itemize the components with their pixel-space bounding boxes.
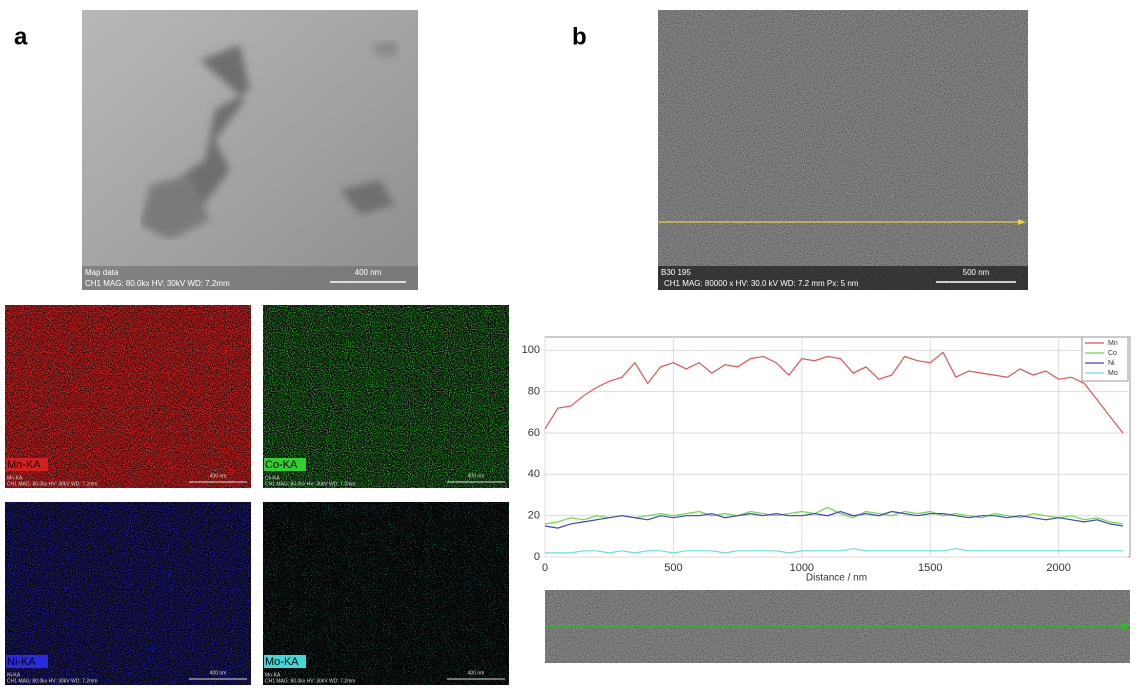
map-caption: Co-KA [265,475,280,481]
info-bar [82,266,418,290]
map-caption: Mo-KA [265,672,281,678]
panel-label: a [14,23,28,50]
map-tag [264,655,306,668]
sem-features [140,40,400,240]
series-line [545,548,1123,554]
y-tick-label: 20 [528,510,540,522]
y-tick-label: 40 [528,468,540,480]
map-element: Mn-KA [7,459,41,471]
map-signal [5,305,251,488]
y-tick-label: 100 [522,344,540,356]
scale-label: 400 nm [355,268,382,277]
map-info: CH1 MAG: 80.0kx HV: 30kV WD: 7.2mm [265,481,355,487]
map-caption: Ni-KA [7,672,21,678]
sem-feature [140,175,210,240]
legend-label: Ni [1108,360,1115,367]
scan-arrow [1018,219,1026,225]
map-tag [6,458,48,471]
map-element: Co-KA [265,459,298,471]
legend-label: Co [1108,350,1117,357]
map-tag [6,655,48,668]
panel-label: b [572,23,587,50]
legend-label: Mo [1108,370,1118,377]
x-tick-label: 500 [664,562,682,574]
map-info: CH1 MAG: 80.0kx HV: 30kV WD: 7.2mm [7,481,97,487]
x-tick-label: 2000 [1046,562,1070,574]
scale-label: 400 nm [210,473,227,479]
x-axis-label: Distance / nm [806,573,867,584]
map-signal [5,502,251,685]
y-tick-label: 60 [528,427,540,439]
y-tick-label: 0 [534,551,540,563]
series-line [544,506,1123,525]
map-element: Mo-KA [265,656,299,668]
scale-label: 500 nm [963,268,990,277]
sem-feature [340,180,395,215]
legend-box [1081,336,1129,382]
map-tag [264,458,306,471]
scale-label: 400 nm [210,670,227,676]
sem-feature [370,40,400,58]
map-info: CH1 MAG: 80.0kx HV: 30kV WD: 7.2mm [265,678,355,684]
image-label: B30 195 [661,268,691,277]
sem-feature [160,45,250,215]
map-element: Ni-KA [7,656,36,668]
sem-image [82,10,418,290]
plot-area [544,336,1131,558]
series-line [544,351,1124,434]
image-info: CH1 MAG: 80.0kx HV: 30kV WD: 7.2mm [85,279,230,288]
sem-image [658,10,1028,290]
y-tick-label: 80 [528,386,540,398]
scan-arrow [1122,622,1130,630]
map-caption: Mn-KA [7,475,23,481]
scale-label: 400 nm [468,473,485,479]
x-tick-label: 1500 [918,562,942,574]
map-signal [263,305,509,488]
legend-label: Mn [1108,340,1118,347]
map-info: CH1 MAG: 80.0kx HV: 30kV WD: 7.2mm [7,678,97,684]
image-info: CH1 MAG: 80000 x HV: 30.0 kV WD: 7.2 mm … [664,279,859,288]
series-line [544,510,1123,529]
info-bar [658,266,1028,290]
x-tick-label: 0 [542,562,548,574]
x-tick-label: 1000 [790,562,814,574]
image-label: Map data [85,268,119,277]
scale-label: 400 nm [468,670,485,676]
map-signal [263,502,509,685]
